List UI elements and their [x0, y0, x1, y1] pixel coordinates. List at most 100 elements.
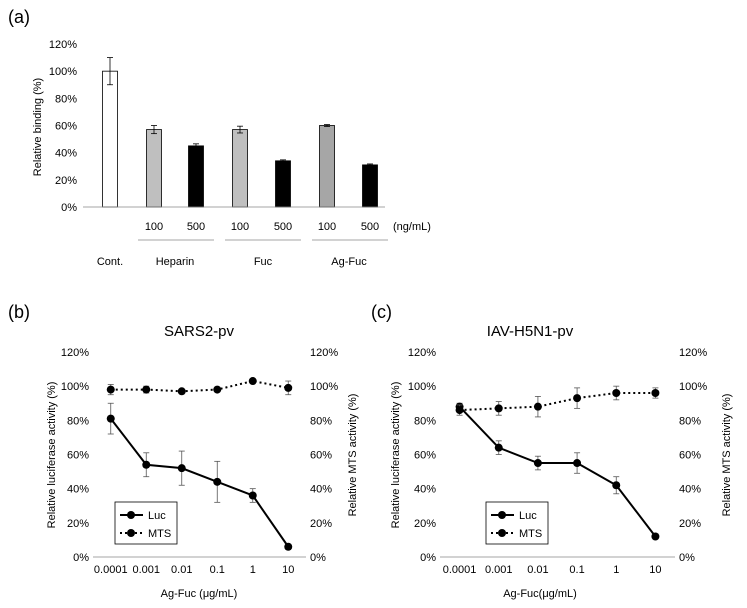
panel-c-xtick-label: 10 [649, 564, 661, 576]
panel-b-xtick-label: 0.1 [210, 564, 225, 576]
panel-a-conc-label: 500 [187, 221, 205, 233]
panel-b-y2tick-label: 120% [310, 347, 338, 359]
panel-a-bar-ag-fuc-500 [362, 164, 378, 208]
panel-c-y2tick-label: 100% [679, 381, 707, 393]
panel-a-conc-label: 100 [231, 221, 249, 233]
panel-c-legend-luc-label: Luc [519, 510, 537, 522]
panel-b-ytick-label: 100% [61, 381, 89, 393]
panel-c-ytick-label: 20% [414, 518, 436, 530]
panel-c-ytick-label: 40% [414, 484, 436, 496]
panel-b-ytick-label: 0% [73, 552, 89, 564]
panel-c-luc-point [533, 459, 542, 468]
panel-c-ytick-label: 60% [414, 450, 436, 462]
panel-b-y2tick-label: 0% [310, 552, 326, 564]
panel-c-y2tick-label: 0% [679, 552, 695, 564]
panel-c-mts-point [651, 389, 660, 397]
panel-c-xlabel: Ag-Fuc(μg/mL) [503, 588, 577, 600]
panel-b-mts-point [213, 385, 222, 394]
panel-a-bar-heparin-100 [146, 129, 162, 208]
panel-a-group-agfuc: Ag-Fuc [331, 256, 367, 268]
panel-a-conc-label: 100 [145, 221, 163, 233]
panel-b-y2tick-label: 80% [310, 415, 332, 427]
panel-a-label: (a) [8, 7, 30, 27]
panel-a-bar-ag-fuc-100 [319, 125, 335, 208]
panel-b-xtick-label: 0.001 [132, 564, 160, 576]
panel-c-luc-point [573, 459, 582, 468]
panel-a-ytick-label: 40% [55, 148, 77, 160]
panel-b-mts-point [106, 385, 115, 394]
panel-a-bar-heparin-500 [188, 145, 204, 208]
panel-a-conc-label: 500 [274, 221, 292, 233]
panel-a-group-heparin: Heparin [156, 256, 195, 268]
panel-b-luc-point [213, 477, 222, 486]
panel-b-ytick-label: 80% [67, 415, 89, 427]
panel-b-ytick-label: 60% [67, 450, 89, 462]
panel-a-ytick-label: 0% [61, 202, 77, 214]
panel-c-mts-point [455, 406, 464, 415]
panel-b-legend-box [114, 501, 178, 545]
panel-b-luc-point [248, 491, 257, 500]
panel-b-xtick-label: 1 [250, 564, 256, 576]
panel-a-bar-fuc-500 [275, 160, 291, 208]
panel-b-mts-point [248, 377, 257, 386]
panel-b-label: (b) [8, 302, 30, 322]
panel-b-ylabel: Relative luciferase activity (%) [46, 382, 58, 529]
panel-b-y2tick-label: 100% [310, 381, 338, 393]
panel-b-mts-point [142, 385, 151, 394]
panel-b-legend-luc-marker [127, 511, 135, 519]
panel-b-y2label: Relative MTS activity (%) [347, 394, 359, 517]
panel-c-y2tick-label: 60% [679, 450, 701, 462]
panel-b-luc-point [284, 542, 293, 551]
panel-b-legend-mts-marker [127, 529, 135, 537]
panel-a-ytick-label: 20% [55, 175, 77, 187]
panel-c-luc-line [458, 405, 657, 538]
panel-b-y2tick-label: 40% [310, 484, 332, 496]
panel-b-legend-luc-label: Luc [148, 510, 166, 522]
panel-b-y2tick-label: 60% [310, 450, 332, 462]
panel-c-legend-mts-label: MTS [519, 528, 542, 540]
panel-a-ytick-label: 100% [49, 66, 77, 78]
panel-c-ytick-label: 80% [414, 415, 436, 427]
panel-a-ytick-label: 120% [49, 39, 77, 51]
panel-a-group-fuc: Fuc [254, 256, 273, 268]
panel-a-unit-label: (ng/mL) [393, 221, 431, 233]
panel-c-ytick-label: 120% [408, 347, 436, 359]
panel-b-mts-point [177, 387, 186, 396]
panel-b-luc-point [177, 464, 186, 473]
panel-c-luc-point [494, 443, 503, 452]
panel-c-xtick-label: 1 [613, 564, 619, 576]
panel-b-mts-line [110, 380, 289, 393]
panel-b-y2tick-label: 20% [310, 518, 332, 530]
panel-c-y2tick-label: 40% [679, 484, 701, 496]
panel-c-legend-mts-marker [498, 529, 506, 537]
panel-c-luc-point [612, 481, 621, 490]
panel-a-bar-fuc-100 [232, 129, 248, 208]
panel-c-ylabel: Relative luciferase activity (%) [390, 382, 402, 529]
panel-b-legend-mts-label: MTS [148, 528, 171, 540]
panel-c-y2tick-label: 80% [679, 415, 701, 427]
panel-b-mts-point [284, 383, 293, 392]
panel-a-bar-cont. [102, 70, 118, 208]
panel-c-legend-box [485, 501, 549, 545]
panel-c-xtick-label: 0.001 [485, 564, 513, 576]
panel-c-mts-point [494, 404, 503, 413]
panel-b-xtick-label: 0.0001 [94, 564, 128, 576]
panel-c-title: IAV-H5N1-pv [487, 323, 574, 340]
panel-b-ytick-label: 20% [67, 518, 89, 530]
panel-b-ytick-label: 40% [67, 484, 89, 496]
panel-c-luc-point [651, 532, 660, 541]
panel-b-luc-line [109, 418, 290, 548]
panel-b-ytick-label: 120% [61, 347, 89, 359]
panel-a-ylabel: Relative binding (%) [32, 78, 44, 176]
panel-c-mts-point [573, 394, 582, 403]
panel-c-label: (c) [371, 302, 392, 322]
panel-c-ytick-label: 100% [408, 381, 436, 393]
panel-b-xtick-label: 0.01 [171, 564, 192, 576]
panel-b-xlabel: Ag-Fuc (μg/mL) [161, 588, 238, 600]
panel-c-xtick-label: 0.0001 [443, 564, 477, 576]
panel-c-legend-luc-marker [498, 511, 506, 519]
panel-a-ytick-label: 80% [55, 93, 77, 105]
panel-a-conc-label: 100 [318, 221, 336, 233]
panel-b-title: SARS2-pv [164, 323, 235, 340]
panel-b-xtick-label: 10 [282, 564, 294, 576]
